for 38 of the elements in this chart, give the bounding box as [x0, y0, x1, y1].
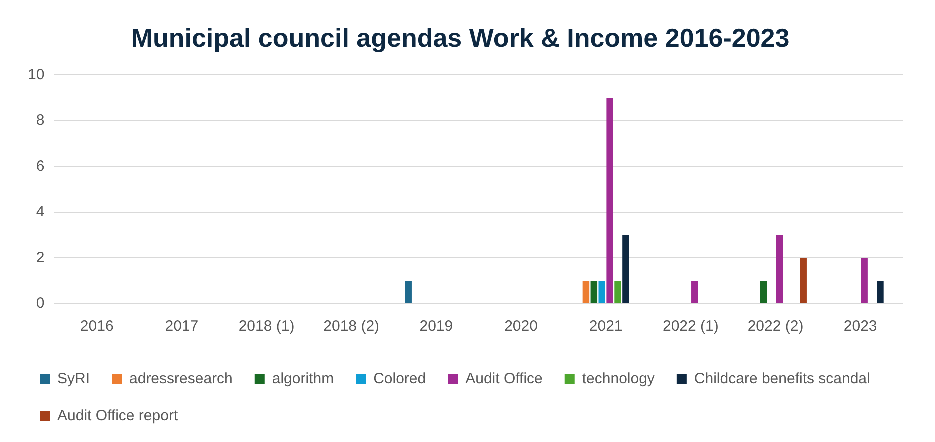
bar [582, 281, 590, 304]
y-tick-label: 4 [36, 204, 45, 221]
x-tick-label: 2016 [80, 318, 114, 336]
legend-label: Childcare benefits scandal [694, 370, 870, 388]
bar [760, 281, 768, 304]
y-tick-label: 10 [28, 66, 45, 84]
bar [861, 258, 868, 304]
x-tick-label: 2023 [844, 318, 878, 336]
bar [606, 98, 614, 304]
x-tick-label: 2018 (1) [238, 318, 295, 336]
chart-title: Municipal council agendas Work & Income 2016-2023 [131, 22, 790, 53]
bar [776, 235, 784, 304]
legend-label: Audit Office report [58, 408, 179, 425]
legend-label: SyRI [58, 370, 90, 388]
y-tick-label: 0 [36, 295, 45, 312]
x-tick-label: 2022 (1) [662, 318, 719, 336]
x-tick-label: 2022 (2) [748, 318, 804, 336]
bar [598, 281, 606, 304]
bar [692, 281, 698, 304]
y-tick-label: 6 [36, 158, 45, 175]
x-tick-label: 2020 [504, 318, 538, 336]
legend-label: algorithm [272, 370, 334, 388]
legend-label: Colored [374, 370, 426, 388]
bar [614, 281, 622, 304]
x-tick-label: 2018 (2) [324, 318, 380, 336]
x-tick-label: 2017 [165, 318, 199, 336]
bar [877, 281, 884, 304]
bar [800, 258, 807, 304]
bar [622, 235, 630, 304]
x-tick-label: 2021 [589, 318, 623, 336]
y-tick-label: 8 [36, 112, 45, 130]
bar [590, 281, 598, 304]
legend-label: Audit Office [466, 370, 543, 388]
x-tick-label: 2019 [420, 318, 454, 336]
y-tick-label: 2 [36, 249, 45, 266]
bar [405, 281, 412, 304]
legend-label: technology [582, 370, 656, 388]
legend-label: adressresearch [130, 370, 233, 388]
